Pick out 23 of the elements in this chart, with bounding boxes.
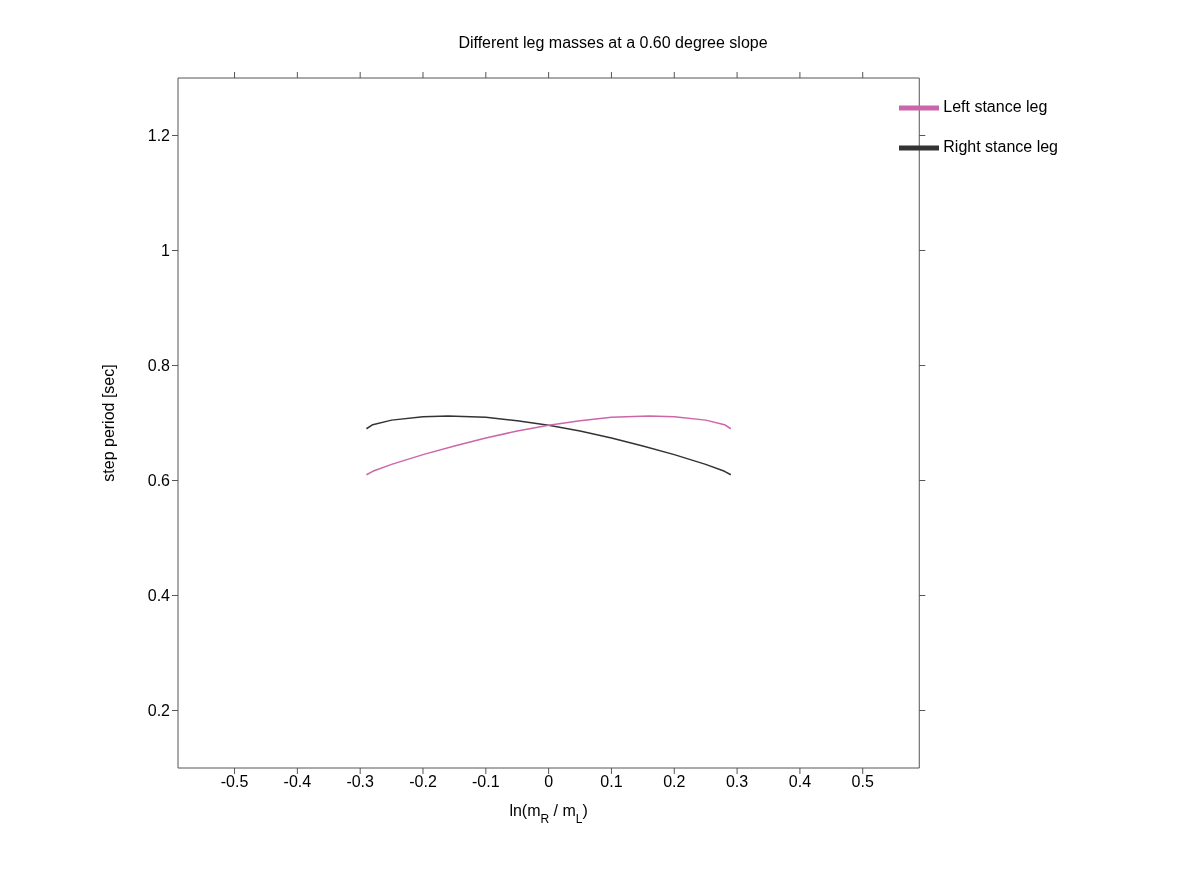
x-tick-label: 0.5 [851,773,874,791]
y-tick-label: 0.4 [147,587,171,605]
y-tick-label: 0.8 [147,357,171,375]
y-tick-label: 1 [161,242,171,260]
x-tick-label: 0.1 [600,773,623,791]
x-tick-label: -0.2 [409,773,437,791]
x-axis-title: ln(m$_{R}$ / m$_{L}$) [509,802,588,826]
x-tick-label: 0.3 [725,773,749,791]
x-tick-label: -0.5 [220,773,249,791]
x-tick-label: -0.3 [346,773,375,791]
legend-label: Left stance leg [943,98,1048,116]
y-axis-title: step period [sec] [99,364,117,482]
x-tick-label: 0.4 [788,773,812,791]
legend-label: Right stance leg [943,138,1058,156]
y-tick-label: 0.6 [147,472,171,490]
y-tick-label: 0.2 [147,702,171,720]
x-tick-label: -0.1 [472,773,500,791]
x-tick-label: -0.4 [283,773,312,791]
line-series [365,415,732,476]
x-tick-label: 0 [544,773,554,791]
y-tick-label: 1.2 [147,127,171,145]
chart-title: Different leg masses at a 0.60 degree slope [458,34,768,51]
x-tick-label: 0.2 [663,773,686,791]
